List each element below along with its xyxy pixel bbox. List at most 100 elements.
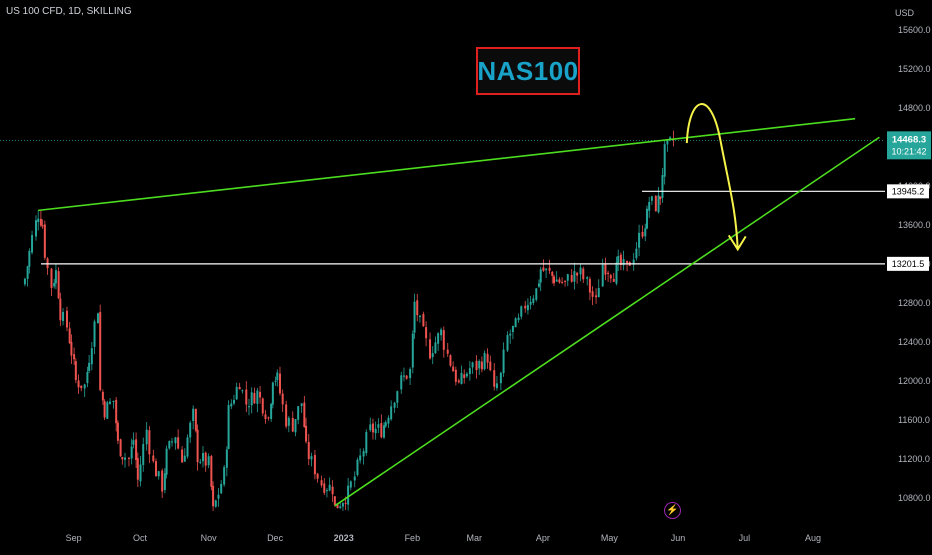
- candle-body: [270, 404, 273, 419]
- price-labels: 14468.310:21:42 13945.2 13201.5: [887, 131, 931, 271]
- time-tick-label: Jun: [671, 533, 686, 543]
- candle-body: [542, 267, 545, 271]
- time-tick-label: Dec: [267, 533, 284, 543]
- candle-body: [274, 380, 277, 382]
- level-price-label: 13945.2: [892, 186, 925, 196]
- candle-body: [70, 341, 73, 356]
- candle-body: [135, 439, 138, 461]
- candle-body: [148, 430, 151, 455]
- nas100-badge: NAS100: [476, 47, 580, 95]
- candle-body: [586, 277, 589, 279]
- lightning-bolt-icon[interactable]: ⚡: [664, 502, 681, 519]
- candle-body: [478, 361, 481, 369]
- candle-body: [573, 271, 576, 282]
- candle-body: [431, 353, 434, 358]
- candle-body: [212, 485, 215, 507]
- candle-body: [635, 248, 638, 259]
- price-tick-label: 13600.0: [898, 220, 931, 230]
- candle-body: [622, 259, 625, 266]
- candle-body: [402, 375, 405, 377]
- candle-body: [83, 384, 86, 389]
- candle-body: [192, 408, 195, 421]
- candle-body: [250, 392, 253, 406]
- candle-body: [532, 298, 535, 303]
- candle-body: [28, 250, 31, 267]
- candle-body: [307, 441, 310, 460]
- candle-body: [336, 503, 339, 509]
- candle-body: [139, 464, 142, 482]
- candle-body: [59, 298, 62, 321]
- candle-body: [570, 275, 573, 282]
- time-axis[interactable]: Sep Oct Nov Dec 2023 Feb Mar Apr May Jun Jul Aug: [66, 533, 821, 543]
- candle-body: [130, 446, 133, 459]
- price-tick-label: 10800.0: [898, 493, 931, 503]
- candle-body: [26, 266, 29, 279]
- time-tick-label: Aug: [805, 533, 821, 543]
- candle-body: [50, 268, 53, 288]
- candle-body: [259, 391, 262, 398]
- candle-body: [535, 288, 538, 300]
- candle-body: [101, 391, 104, 401]
- candle-body: [437, 333, 440, 344]
- time-tick-label: Sep: [66, 533, 82, 543]
- candle-body: [73, 354, 76, 360]
- candle-body: [103, 401, 106, 418]
- candle-body: [558, 279, 561, 283]
- candle-body: [39, 218, 42, 226]
- candle-body: [612, 279, 615, 282]
- candle-body: [632, 259, 635, 265]
- candle-body: [54, 270, 57, 284]
- candle-body: [555, 279, 558, 282]
- candle-body: [413, 301, 416, 333]
- candle-body: [77, 380, 80, 388]
- candle-body: [339, 506, 342, 508]
- candle-body: [619, 254, 622, 266]
- time-tick-label: 2023: [334, 533, 354, 543]
- time-tick-label: Oct: [133, 533, 148, 543]
- candle-body: [271, 382, 274, 405]
- candle-body: [132, 440, 135, 445]
- candle-body: [654, 195, 657, 212]
- candle-body: [88, 362, 91, 371]
- candle-body: [145, 429, 148, 445]
- candle-body: [165, 448, 168, 475]
- candle-body: [189, 422, 192, 438]
- candle-body: [529, 301, 532, 305]
- candle-body: [37, 218, 40, 222]
- candle-body: [416, 300, 419, 316]
- drawing-layer: [0, 103, 885, 507]
- price-tick-label: 14800.0: [898, 103, 931, 113]
- candle-series: [23, 130, 675, 511]
- candle-body: [347, 485, 350, 505]
- candle-body: [116, 422, 119, 441]
- candle-body: [440, 329, 443, 336]
- candle-body: [517, 317, 520, 321]
- candle-body: [136, 458, 139, 480]
- candle-body: [196, 429, 199, 463]
- candle-body: [669, 137, 672, 140]
- candle-body: [74, 361, 77, 381]
- candle-body: [121, 457, 124, 460]
- candle-body: [300, 403, 303, 407]
- candle-body: [168, 441, 171, 449]
- candle-body: [341, 503, 344, 507]
- candle-body: [387, 417, 390, 424]
- candle-body: [106, 402, 109, 419]
- candle-body: [90, 348, 93, 365]
- candle-body: [362, 451, 365, 457]
- price-tick-label: 11200.0: [898, 454, 930, 464]
- candle-body: [227, 405, 230, 449]
- candle-body: [247, 406, 250, 408]
- candle-body: [390, 406, 393, 420]
- candle-body: [617, 256, 620, 263]
- candle-body: [475, 360, 478, 371]
- symbol-header[interactable]: US 100 CFD, 1D, SKILLING: [6, 6, 132, 17]
- candle-body: [281, 393, 284, 405]
- candle-body: [626, 260, 629, 264]
- candle-body: [422, 313, 425, 327]
- candle-body: [663, 144, 666, 177]
- candle-body: [659, 196, 662, 200]
- candle-body: [648, 201, 651, 211]
